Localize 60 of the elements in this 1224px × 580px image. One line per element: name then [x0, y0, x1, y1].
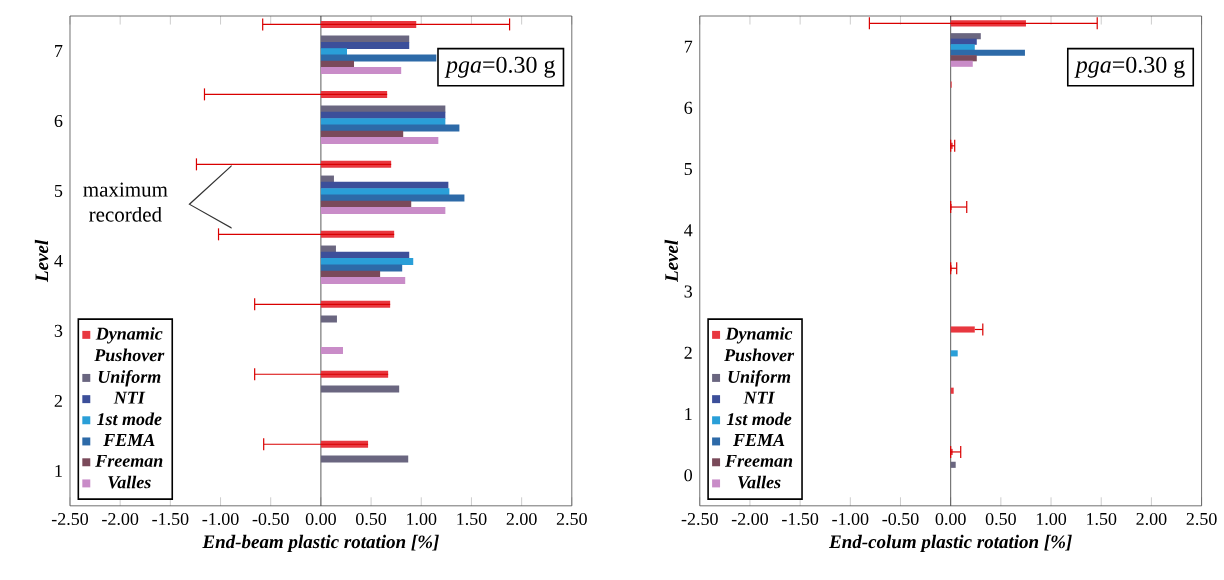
x-tick-label: -2.00	[731, 512, 769, 526]
legend-label: Freeman	[95, 454, 163, 467]
x-tick-label: -0.50	[882, 512, 919, 526]
y-tick-label: 6	[54, 115, 63, 128]
y-tick-label: 7	[55, 45, 63, 57]
x-tick-label: 0.50	[356, 512, 387, 526]
y-tick-label: 3	[684, 285, 693, 298]
x-tick-label: -0.50	[252, 512, 289, 526]
y-tick-label: 3	[54, 324, 63, 338]
legend-label: Uniform	[728, 370, 791, 387]
x-tick-label: 2.50	[1186, 512, 1217, 526]
y-tick-label: 5	[684, 163, 693, 176]
x-axis-title: End-colum plastic rotation [%]	[828, 534, 1072, 553]
legend-label: Valles	[738, 475, 781, 489]
y-tick-label: 7	[684, 40, 693, 53]
x-tick-label: 1.00	[1036, 512, 1067, 526]
legend-title: Pushover	[724, 348, 795, 362]
y-tick-label: 4	[54, 255, 63, 267]
legend-label: NTI	[113, 391, 146, 404]
x-tick-label: -2.50	[681, 512, 718, 526]
legend-label: Freeman	[725, 454, 793, 467]
x-tick-label: 0.50	[985, 512, 1016, 526]
legend-label: Dynamic	[725, 327, 793, 344]
legend-label: 1st mode	[726, 412, 792, 426]
x-tick-label: 2.00	[506, 512, 537, 526]
legend-label: Uniform	[98, 370, 161, 387]
legend-label: Valles	[108, 475, 151, 489]
legend-label: 1st mode	[96, 412, 162, 426]
x-tick-label: 1.50	[1087, 512, 1117, 526]
y-tick-label: 1	[685, 408, 692, 421]
x-tick-label: -2.00	[102, 512, 139, 526]
y-tick-label: 2	[684, 346, 692, 359]
y-axis-title: Level	[664, 239, 678, 283]
legend-label: FEMA	[103, 434, 155, 446]
legend-label: Dynamic	[95, 327, 163, 344]
y-tick-label: 5	[54, 185, 63, 198]
y-tick-label: 1	[55, 464, 62, 477]
x-tick-label: 2.00	[1136, 512, 1167, 526]
annotation: pga=0.30 g	[1074, 56, 1185, 78]
x-tick-label: 0.00	[305, 512, 336, 526]
y-tick-label: 4	[684, 224, 693, 237]
legend-label: FEMA	[733, 434, 785, 446]
legend-label: NTI	[743, 391, 776, 404]
x-tick-label: -1.00	[832, 512, 869, 526]
annotation: maximum recorded	[83, 182, 168, 222]
x-tick-label: 0.00	[935, 512, 966, 526]
x-tick-label: 2.50	[556, 512, 587, 526]
y-tick-label: 6	[684, 101, 693, 114]
x-tick-label: -1.00	[202, 512, 239, 526]
y-axis-title: Level	[34, 239, 49, 283]
legend-title: Pushover	[94, 348, 165, 362]
x-axis-title: End-beam plastic rotation [%]	[202, 534, 439, 553]
x-tick-label: -2.50	[51, 512, 89, 526]
y-tick-label: 0	[684, 469, 693, 482]
y-tick-label: 2	[54, 395, 62, 407]
x-tick-label: -1.50	[782, 512, 819, 526]
x-tick-label: -1.50	[152, 512, 189, 526]
x-tick-label: 1.00	[407, 512, 437, 526]
annotation: pga=0.30 g	[444, 56, 556, 78]
x-tick-label: 1.50	[457, 512, 487, 526]
